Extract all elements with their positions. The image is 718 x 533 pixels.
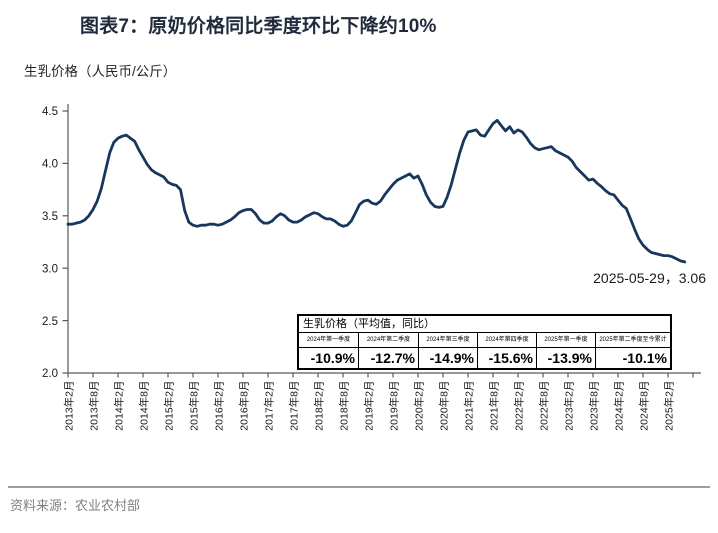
table-col-header: 2024年第四季度 — [477, 333, 536, 347]
y-tick-label: 4.5 — [42, 106, 58, 118]
y-axis-caption: 生乳价格（人民币/公斤） — [24, 64, 177, 79]
table-value: -10.1% — [595, 348, 670, 368]
x-tick-label: 2021年2月 — [463, 381, 476, 431]
x-tick-label: 2013年2月 — [63, 381, 76, 431]
x-tick-label: 2016年2月 — [213, 381, 226, 431]
yoy-stats-table: 生乳价格（平均值，同比） 2024年第一季度 2024年第二季度 2024年第三… — [297, 314, 672, 370]
table-value: -13.9% — [536, 348, 595, 368]
x-tick-label: 2016年8月 — [238, 381, 251, 431]
raw-milk-price-line — [66, 119, 687, 264]
y-tick-label: 2.5 — [42, 316, 58, 328]
y-tick-label: 4.0 — [42, 159, 58, 171]
table-col-header: 2024年第二季度 — [358, 333, 418, 347]
x-tick-label: 2024年2月 — [613, 381, 626, 431]
x-tick-label: 2023年8月 — [588, 381, 601, 431]
x-tick-label: 2014年2月 — [113, 381, 126, 431]
x-tick-label: 2014年8月 — [138, 381, 151, 431]
source-note: 资料来源：农业农村部 — [10, 498, 141, 513]
table-col-header: 2025年第二季度至今累计 — [595, 333, 670, 347]
table-value: -10.9% — [310, 350, 355, 366]
x-tick-label: 2015年2月 — [163, 381, 176, 431]
y-tick-label: 2.0 — [42, 368, 58, 380]
table-col-header: 2024年第三季度 — [418, 333, 477, 347]
x-tick-label: 2022年8月 — [538, 381, 551, 431]
x-tick-label: 2017年8月 — [288, 381, 301, 431]
x-tick-label: 2013年8月 — [88, 381, 101, 431]
table-value: -12.7% — [358, 348, 418, 368]
y-tick-label: 3.0 — [42, 263, 58, 275]
x-tick-label: 2017年2月 — [263, 381, 276, 431]
table-title: 生乳价格（平均值，同比） — [303, 318, 435, 330]
x-tick-label: 2019年2月 — [363, 381, 376, 431]
x-tick-label: 2015年8月 — [188, 381, 201, 431]
table-value: -15.6% — [477, 348, 536, 368]
last-point-annotation: 2025-05-29，3.06 — [593, 270, 706, 286]
table-col-header: 2025年第一季度 — [536, 333, 595, 347]
y-tick-label: 3.5 — [42, 211, 58, 223]
table-col-header: 2024年第一季度 — [306, 337, 351, 343]
footer-divider — [8, 486, 710, 488]
x-tick-label: 2024年8月 — [638, 381, 651, 431]
x-tick-label: 2020年8月 — [438, 381, 451, 431]
x-tick-label: 2021年8月 — [488, 381, 501, 431]
x-tick-label: 2025年2月 — [663, 381, 676, 431]
x-tick-label: 2020年2月 — [413, 381, 426, 431]
table-header-row: 2024年第一季度 2024年第二季度 2024年第三季度 2024年第四季度 … — [299, 332, 670, 347]
x-tick-label: 2018年2月 — [313, 381, 326, 431]
x-tick-label: 2018年8月 — [338, 381, 351, 431]
x-tick-label: 2023年2月 — [563, 381, 576, 431]
page-title: 图表7：原奶价格同比季度环比下降约10% — [80, 16, 437, 37]
x-tick-label: 2022年2月 — [513, 381, 526, 431]
x-tick-label: 2019年8月 — [388, 381, 401, 431]
table-value: -14.9% — [418, 348, 477, 368]
table-value-row: -10.9% -12.7% -14.9% -15.6% -13.9% -10.1… — [299, 347, 670, 368]
